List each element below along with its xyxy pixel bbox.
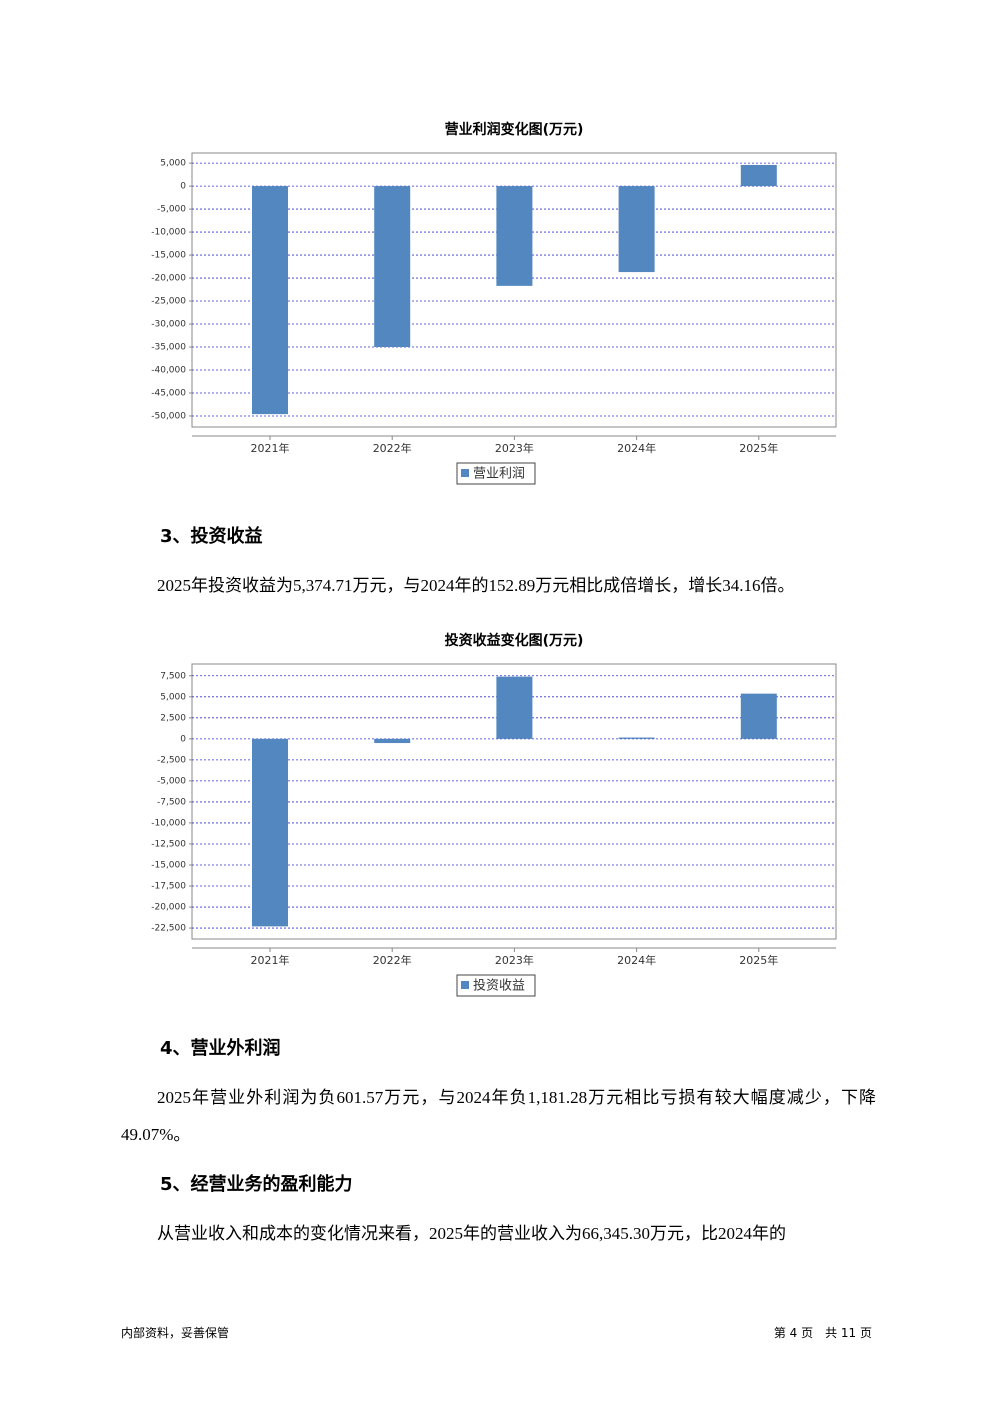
- y-tick-label: -20,000: [151, 274, 186, 284]
- bar: [374, 738, 411, 744]
- y-tick-label: -25,000: [151, 297, 186, 307]
- legend-box: [456, 462, 536, 485]
- heading: 3、投资收益: [160, 526, 263, 547]
- y-tick-label: -17,500: [151, 882, 186, 892]
- x-tick-label: 2024年: [617, 441, 656, 455]
- bar: [618, 186, 655, 273]
- x-tick-label: 2021年: [251, 953, 290, 967]
- legend-label: 营业利润: [473, 467, 525, 482]
- paragraph: 从营业收入和成本的变化情况来看，2025年的营业收入为66,345.30万元，比…: [157, 1224, 786, 1243]
- y-tick-label: -40,000: [151, 365, 186, 375]
- legend-swatch: [461, 469, 469, 477]
- y-tick-label: 0: [180, 182, 186, 192]
- y-tick-label: -30,000: [151, 320, 186, 330]
- legend-swatch: [461, 981, 469, 989]
- heading: 5、经营业务的盈利能力: [160, 1174, 353, 1195]
- y-tick-label: -5,000: [157, 776, 186, 786]
- footer-right: 第 4 页 共 11 页: [773, 1326, 872, 1340]
- bar: [740, 693, 777, 739]
- y-tick-label: 5,000: [160, 692, 186, 702]
- y-tick-label: -12,500: [151, 839, 186, 849]
- y-tick-label: -10,000: [151, 818, 186, 828]
- x-tick-label: 2021年: [251, 441, 290, 455]
- y-tick-label: -20,000: [151, 903, 186, 913]
- paragraph: 2025年营业外利润为负601.57万元，与2024年负1,181.28万元相比…: [121, 1088, 876, 1144]
- x-tick-label: 2022年: [373, 953, 412, 967]
- y-tick-label: -22,500: [151, 924, 186, 934]
- paragraph: 2025年投资收益为5,374.71万元，与2024年的152.89万元相比成倍…: [157, 576, 795, 595]
- y-tick-label: -7,500: [157, 797, 186, 807]
- legend-label: 投资收益: [473, 978, 525, 994]
- y-tick-label: -35,000: [151, 343, 186, 353]
- y-tick-label: 7,500: [160, 671, 186, 681]
- x-tick-label: 2024年: [617, 953, 656, 967]
- y-tick-label: -50,000: [151, 411, 186, 421]
- y-tick-label: -15,000: [151, 860, 186, 870]
- bar: [496, 676, 533, 739]
- bar: [252, 186, 288, 415]
- y-tick-label: -45,000: [151, 388, 186, 398]
- y-tick-label: 0: [180, 734, 186, 744]
- bar: [374, 186, 411, 348]
- legend-box: [456, 974, 536, 997]
- bar: [496, 186, 533, 286]
- y-tick-label: -10,000: [151, 228, 186, 238]
- bar: [740, 164, 777, 187]
- bar: [252, 738, 288, 927]
- chart-title: 营业利润变化图(万元): [445, 121, 584, 138]
- x-tick-label: 2022年: [373, 441, 412, 455]
- footer-left: 内部资料，妥善保管: [121, 1326, 230, 1340]
- y-tick-label: 5,000: [160, 159, 186, 169]
- x-tick-label: 2023年: [495, 441, 534, 455]
- x-tick-label: 2025年: [739, 953, 778, 967]
- y-tick-label: 2,500: [160, 713, 186, 723]
- y-tick-label: -15,000: [151, 251, 186, 261]
- y-tick-label: -2,500: [157, 755, 186, 765]
- chart-title: 投资收益变化图(万元): [445, 632, 584, 649]
- x-tick-label: 2023年: [495, 953, 534, 967]
- x-tick-label: 2025年: [739, 441, 778, 455]
- bar: [618, 737, 655, 739]
- heading: 4、营业外利润: [160, 1038, 281, 1059]
- y-tick-label: -5,000: [157, 205, 186, 215]
